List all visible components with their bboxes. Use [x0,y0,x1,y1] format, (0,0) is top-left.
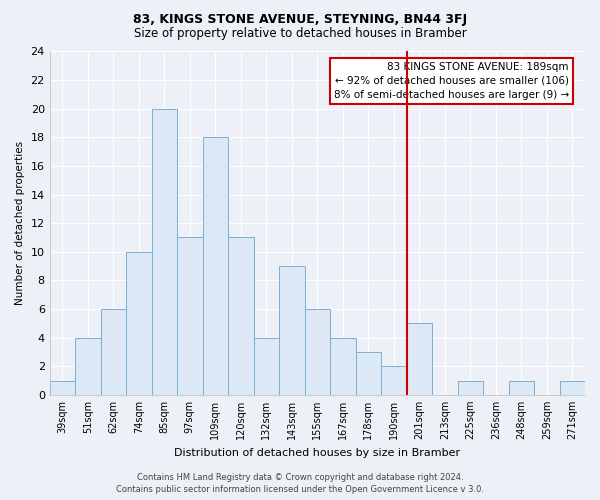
Bar [407,324,432,395]
Bar [509,380,534,395]
Bar [381,366,407,395]
Bar [75,338,101,395]
Bar [228,238,254,395]
Bar [458,380,483,395]
Bar [254,338,279,395]
Text: 83 KINGS STONE AVENUE: 189sqm
← 92% of detached houses are smaller (106)
8% of s: 83 KINGS STONE AVENUE: 189sqm ← 92% of d… [334,62,569,100]
Text: Size of property relative to detached houses in Bramber: Size of property relative to detached ho… [134,28,466,40]
Bar [126,252,152,395]
Text: Contains HM Land Registry data © Crown copyright and database right 2024.
Contai: Contains HM Land Registry data © Crown c… [116,472,484,494]
Bar [152,108,177,395]
Bar [203,138,228,395]
Bar [305,309,330,395]
Bar [279,266,305,395]
X-axis label: Distribution of detached houses by size in Bramber: Distribution of detached houses by size … [174,448,460,458]
Bar [177,238,203,395]
Bar [330,338,356,395]
Bar [560,380,585,395]
Bar [101,309,126,395]
Bar [356,352,381,395]
Text: 83, KINGS STONE AVENUE, STEYNING, BN44 3FJ: 83, KINGS STONE AVENUE, STEYNING, BN44 3… [133,12,467,26]
Bar [50,380,75,395]
Y-axis label: Number of detached properties: Number of detached properties [15,141,25,305]
